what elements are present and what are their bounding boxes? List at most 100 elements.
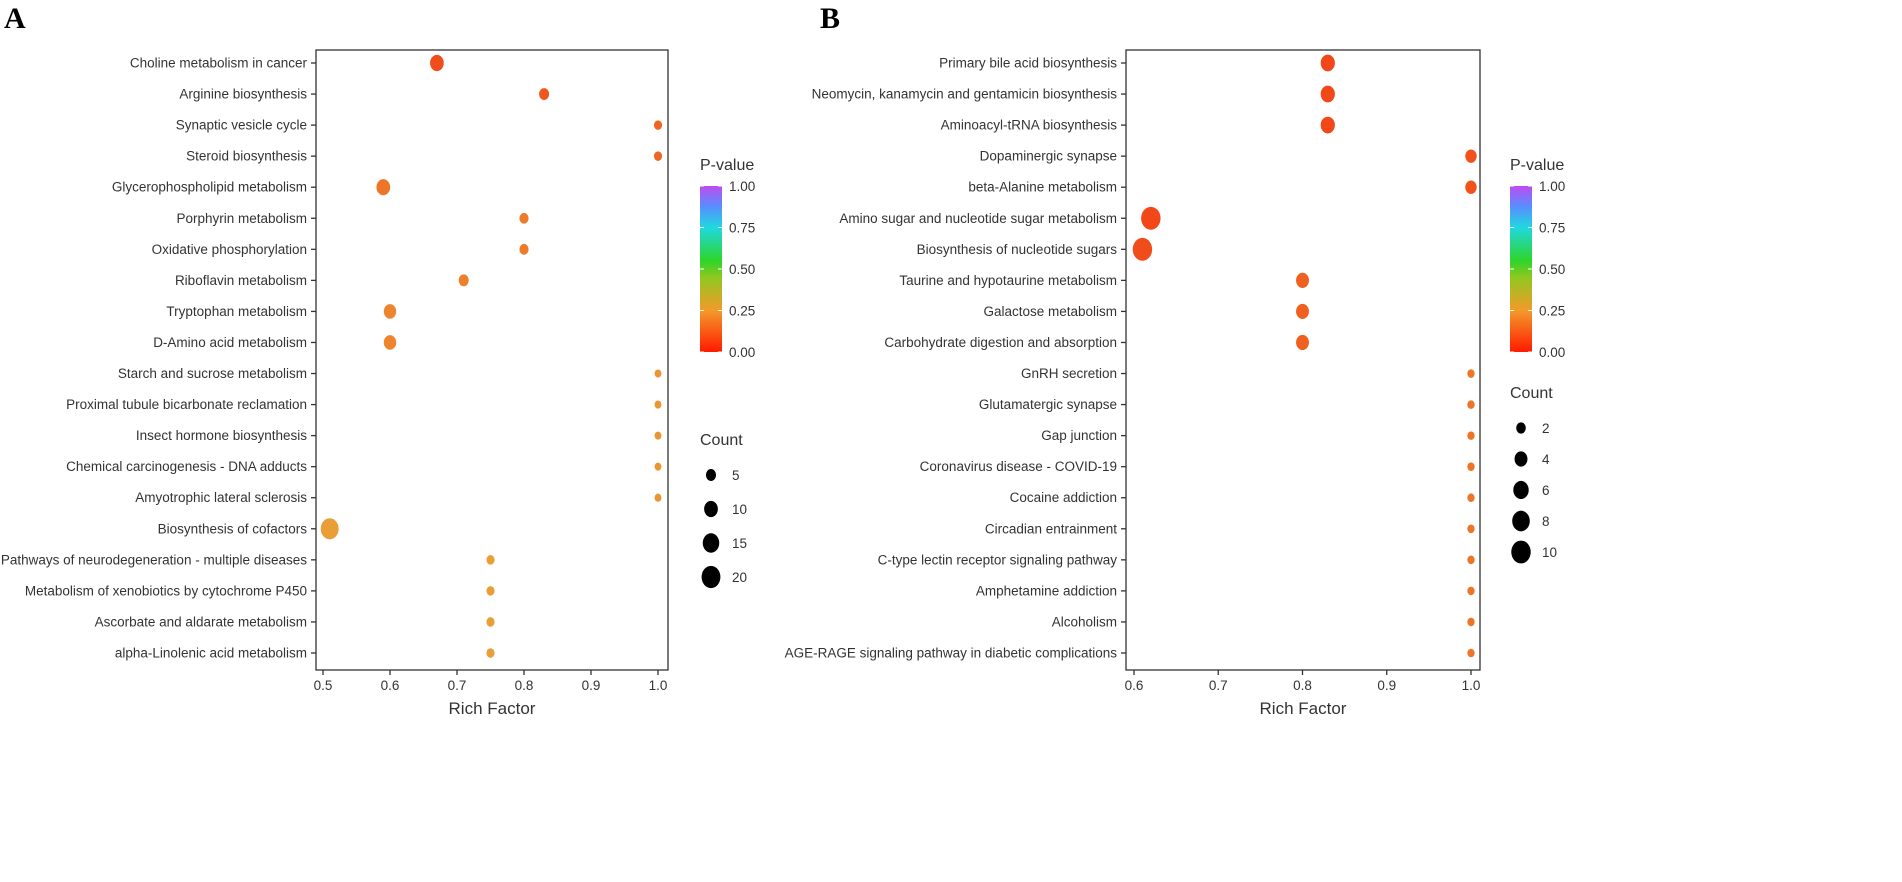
- y-tick-label: Starch and sucrose metabolism: [118, 366, 307, 381]
- p-value-legend-title: P-value: [1510, 157, 1564, 174]
- y-tick-label: Circadian entrainment: [985, 521, 1117, 536]
- data-point: [1132, 237, 1153, 261]
- y-tick-label: GnRH secretion: [1021, 366, 1117, 381]
- y-tick-label: Alcoholism: [1052, 614, 1117, 629]
- y-tick-label: Tryptophan metabolism: [166, 304, 307, 319]
- p-value-colorbar: [1510, 186, 1532, 352]
- y-tick-label: Riboflavin metabolism: [175, 273, 307, 288]
- data-point: [1467, 648, 1475, 658]
- data-point: [1320, 54, 1335, 72]
- y-tick-label: Taurine and hypotaurine metabolism: [899, 273, 1117, 288]
- y-tick-label: Neomycin, kanamycin and gentamicin biosy…: [812, 87, 1118, 102]
- data-point: [654, 462, 662, 471]
- data-point: [1467, 586, 1475, 596]
- data-point: [653, 120, 663, 130]
- p-value-legend-title: P-value: [700, 157, 754, 174]
- count-legend-label: 6: [1542, 483, 1550, 498]
- data-point: [1467, 431, 1475, 440]
- colorbar-tick-label: 0.25: [729, 304, 755, 319]
- y-tick-label: Pathways of neurodegeneration - multiple…: [1, 552, 307, 567]
- y-tick-label: Glutamatergic synapse: [979, 397, 1117, 412]
- x-tick-label: 0.5: [314, 678, 333, 693]
- count-legend-dot: [702, 533, 720, 553]
- data-point: [539, 88, 550, 100]
- x-tick-label: 0.6: [381, 678, 400, 693]
- y-tick-label: Synaptic vesicle cycle: [176, 118, 307, 133]
- count-legend-title: Count: [1510, 385, 1553, 402]
- count-legend-dot: [1514, 451, 1528, 467]
- y-tick-label: Insect hormone biosynthesis: [136, 428, 307, 443]
- data-point: [654, 431, 662, 440]
- colorbar-tick-label: 0.00: [729, 345, 755, 360]
- y-tick-label: Biosynthesis of cofactors: [158, 521, 308, 536]
- data-point: [383, 304, 397, 319]
- data-point: [383, 335, 397, 350]
- y-tick-label: D-Amino acid metabolism: [153, 335, 307, 350]
- count-legend-dot: [704, 500, 718, 518]
- y-tick-label: Cocaine addiction: [1010, 490, 1117, 505]
- y-tick-label: Carbohydrate digestion and absorption: [884, 335, 1117, 350]
- data-point: [654, 369, 662, 378]
- count-legend-label: 5: [732, 468, 740, 483]
- data-point: [1467, 555, 1475, 565]
- y-tick-label: Gap junction: [1041, 428, 1117, 443]
- data-point: [1320, 85, 1335, 103]
- data-point: [1467, 400, 1475, 409]
- data-point: [1467, 617, 1475, 627]
- y-tick-label: Amino sugar and nucleotide sugar metabol…: [839, 211, 1117, 226]
- colorbar-tick-label: 0.25: [1539, 304, 1565, 319]
- y-tick-label: AGE-RAGE signaling pathway in diabetic c…: [785, 646, 1118, 661]
- y-tick-label: Choline metabolism in cancer: [130, 56, 308, 71]
- y-tick-label: Amyotrophic lateral sclerosis: [135, 490, 307, 505]
- x-tick-label: 0.7: [448, 678, 467, 693]
- x-tick-label: 0.8: [515, 678, 534, 693]
- data-point: [653, 151, 663, 161]
- panel-label-b: B: [820, 2, 840, 35]
- p-value-colorbar: [700, 186, 722, 352]
- y-tick-label: Coronavirus disease - COVID-19: [920, 459, 1117, 474]
- x-axis-title: Rich Factor: [1260, 699, 1347, 718]
- count-legend-dot: [701, 565, 721, 589]
- y-tick-label: Proximal tubule bicarbonate reclamation: [66, 397, 307, 412]
- count-legend-label: 15: [732, 536, 747, 551]
- count-legend-dot: [1516, 422, 1526, 434]
- data-point: [1296, 272, 1309, 288]
- colorbar-tick-label: 0.75: [729, 221, 755, 236]
- y-tick-label: Chemical carcinogenesis - DNA adducts: [66, 459, 307, 474]
- y-tick-label: Glycerophospholipid metabolism: [112, 180, 307, 195]
- panel-b: Primary bile acid biosynthesis Neomycin, …: [785, 49, 1565, 718]
- y-tick-label: Biosynthesis of nucleotide sugars: [917, 242, 1118, 257]
- x-axis-title: Rich Factor: [449, 699, 536, 718]
- count-legend-label: 10: [732, 502, 747, 517]
- count-legend-dot: [705, 469, 717, 481]
- count-legend-dot: [1511, 540, 1531, 564]
- data-point: [486, 617, 495, 627]
- x-tick-label: 0.8: [1293, 678, 1312, 693]
- y-tick-label: beta-Alanine metabolism: [968, 180, 1117, 195]
- data-point: [486, 555, 495, 565]
- panel-label-a: A: [4, 2, 26, 35]
- colorbar-tick-label: 0.50: [729, 262, 755, 277]
- colorbar-tick-label: 0.75: [1539, 221, 1565, 236]
- colorbar-tick-label: 0.00: [1539, 345, 1565, 360]
- x-tick-label: 1.0: [649, 678, 668, 693]
- x-tick-label: 0.6: [1125, 678, 1144, 693]
- colorbar-tick-label: 0.50: [1539, 262, 1565, 277]
- data-point: [1467, 524, 1475, 534]
- y-tick-label: alpha-Linolenic acid metabolism: [115, 646, 307, 661]
- data-point: [1465, 180, 1477, 194]
- count-legend-label: 2: [1542, 421, 1550, 436]
- data-point: [430, 54, 444, 72]
- x-tick-label: 0.7: [1209, 678, 1228, 693]
- count-legend-label: 4: [1542, 452, 1550, 467]
- data-point: [486, 648, 495, 658]
- y-tick-label: Amphetamine addiction: [976, 583, 1117, 598]
- colorbar-tick-label: 1.00: [1539, 179, 1565, 194]
- count-legend-dot: [1512, 510, 1530, 532]
- colorbar-tick-label: 1.00: [729, 179, 755, 194]
- count-legend-label: 8: [1542, 514, 1550, 529]
- data-point: [1467, 462, 1475, 471]
- data-point: [1467, 493, 1475, 503]
- panel-a: Choline metabolism in cancer Arginine bio…: [1, 49, 755, 718]
- data-point: [1296, 303, 1309, 320]
